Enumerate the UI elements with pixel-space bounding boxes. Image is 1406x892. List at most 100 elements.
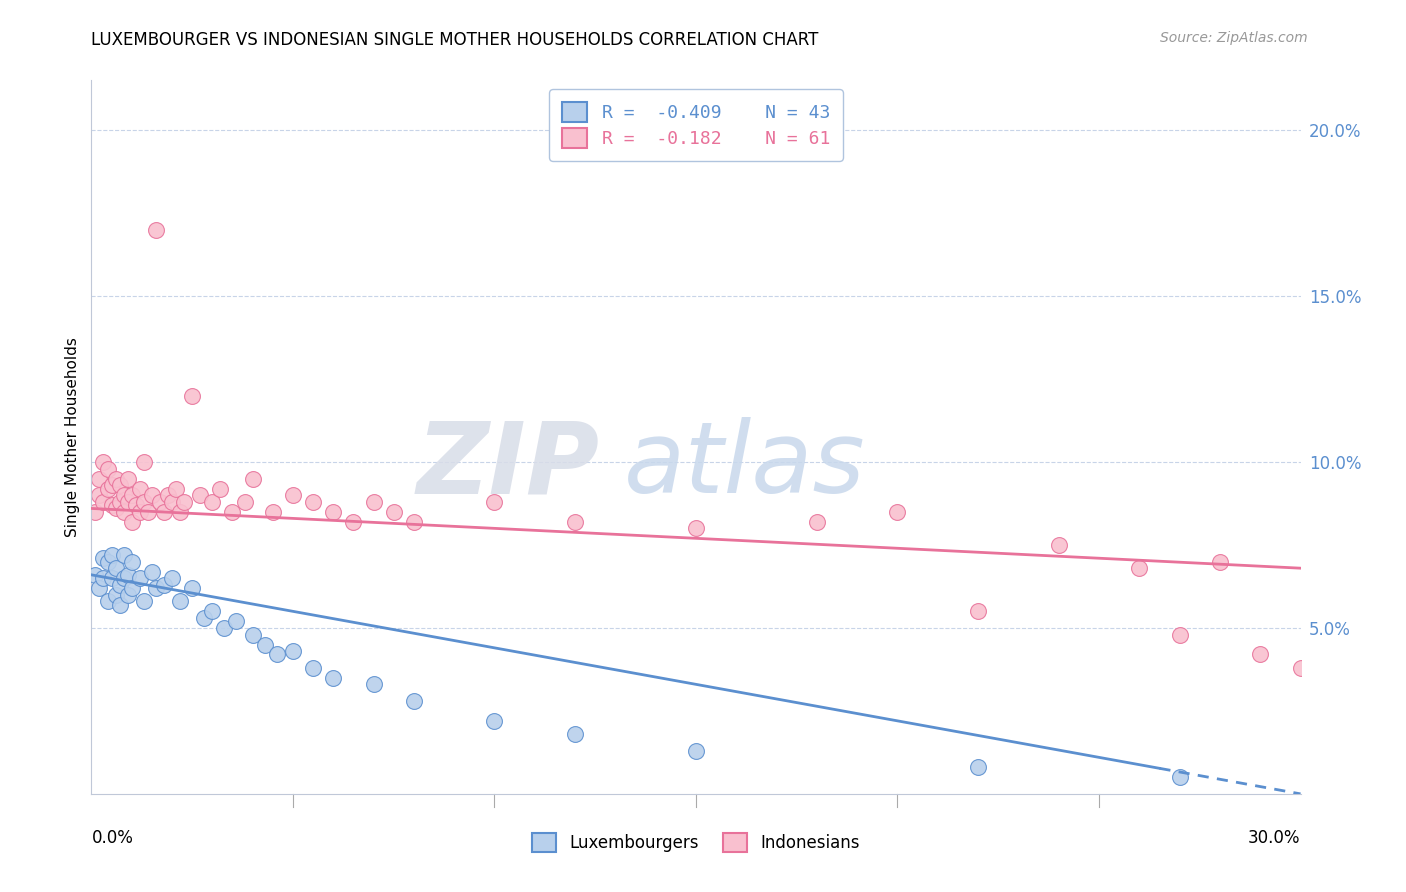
- Point: [100, 548, 122, 562]
- Point: [1128, 561, 1150, 575]
- Point: [221, 505, 243, 519]
- Point: [141, 565, 163, 579]
- Point: [382, 505, 405, 519]
- Point: [1168, 770, 1191, 784]
- Point: [1249, 648, 1271, 662]
- Point: [84, 567, 107, 582]
- Point: [128, 482, 150, 496]
- Point: [160, 571, 183, 585]
- Point: [136, 505, 159, 519]
- Point: [209, 482, 232, 496]
- Point: [108, 598, 131, 612]
- Point: [125, 498, 148, 512]
- Point: [128, 505, 150, 519]
- Point: [112, 571, 135, 585]
- Point: [132, 594, 155, 608]
- Point: [201, 495, 224, 509]
- Point: [117, 567, 139, 582]
- Point: [156, 488, 179, 502]
- Point: [93, 495, 115, 509]
- Text: 0.0%: 0.0%: [91, 829, 134, 847]
- Point: [188, 488, 211, 502]
- Point: [281, 488, 304, 502]
- Point: [402, 694, 425, 708]
- Point: [1168, 627, 1191, 641]
- Point: [145, 222, 167, 236]
- Point: [363, 677, 385, 691]
- Point: [100, 478, 122, 492]
- Point: [564, 727, 586, 741]
- Point: [121, 581, 143, 595]
- Point: [484, 495, 506, 509]
- Point: [121, 515, 143, 529]
- Point: [117, 588, 139, 602]
- Point: [181, 581, 204, 595]
- Point: [93, 455, 115, 469]
- Point: [181, 388, 204, 402]
- Point: [806, 515, 828, 529]
- Point: [104, 472, 127, 486]
- Point: [322, 671, 344, 685]
- Point: [104, 588, 127, 602]
- Text: Source: ZipAtlas.com: Source: ZipAtlas.com: [1160, 31, 1308, 45]
- Point: [93, 571, 115, 585]
- Point: [242, 472, 264, 486]
- Text: ZIP: ZIP: [416, 417, 599, 514]
- Point: [253, 638, 276, 652]
- Point: [96, 594, 118, 608]
- Point: [153, 505, 176, 519]
- Point: [342, 515, 364, 529]
- Point: [1209, 555, 1232, 569]
- Point: [886, 505, 908, 519]
- Point: [100, 571, 122, 585]
- Point: [153, 578, 176, 592]
- Point: [108, 495, 131, 509]
- Point: [402, 515, 425, 529]
- Point: [149, 495, 172, 509]
- Point: [1047, 538, 1070, 552]
- Point: [1289, 661, 1312, 675]
- Point: [112, 488, 135, 502]
- Point: [160, 495, 183, 509]
- Point: [685, 521, 707, 535]
- Point: [193, 611, 215, 625]
- Point: [685, 744, 707, 758]
- Point: [214, 621, 236, 635]
- Point: [89, 581, 111, 595]
- Point: [96, 461, 118, 475]
- Point: [121, 555, 143, 569]
- Point: [96, 482, 118, 496]
- Point: [233, 495, 256, 509]
- Point: [84, 505, 107, 519]
- Point: [112, 505, 135, 519]
- Point: [104, 561, 127, 575]
- Point: [967, 760, 990, 774]
- Point: [89, 488, 111, 502]
- Point: [242, 627, 264, 641]
- Point: [173, 495, 195, 509]
- Point: [169, 505, 191, 519]
- Point: [132, 455, 155, 469]
- Point: [302, 661, 325, 675]
- Point: [112, 548, 135, 562]
- Text: LUXEMBOURGER VS INDONESIAN SINGLE MOTHER HOUSEHOLDS CORRELATION CHART: LUXEMBOURGER VS INDONESIAN SINGLE MOTHER…: [91, 31, 818, 49]
- Point: [145, 581, 167, 595]
- Point: [117, 495, 139, 509]
- Text: atlas: atlas: [623, 417, 865, 514]
- Point: [262, 505, 284, 519]
- Point: [89, 472, 111, 486]
- Point: [108, 578, 131, 592]
- Point: [104, 501, 127, 516]
- Point: [281, 644, 304, 658]
- Point: [128, 571, 150, 585]
- Point: [141, 488, 163, 502]
- Point: [484, 714, 506, 728]
- Point: [108, 478, 131, 492]
- Point: [302, 495, 325, 509]
- Point: [117, 472, 139, 486]
- Point: [100, 498, 122, 512]
- Point: [93, 551, 115, 566]
- Point: [165, 482, 187, 496]
- Point: [564, 515, 586, 529]
- Point: [169, 594, 191, 608]
